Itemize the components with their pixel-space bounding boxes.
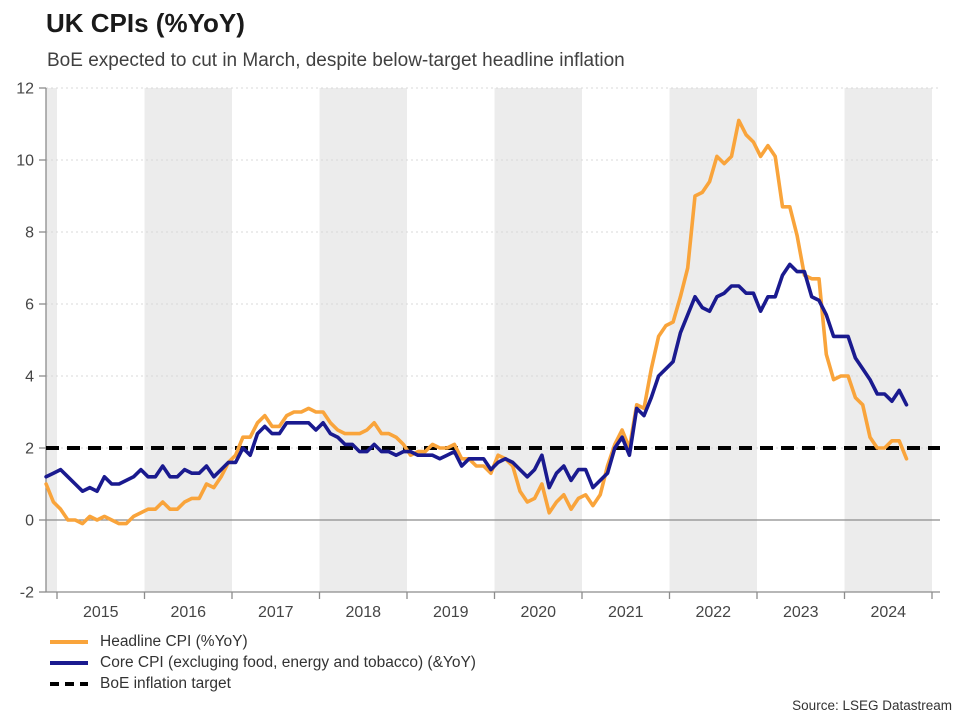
year-band-2020	[494, 88, 582, 592]
y-tick-label-10: 10	[16, 153, 34, 170]
y-tick-label-8: 8	[25, 225, 34, 242]
x-tick-label-2021: 2021	[608, 604, 644, 621]
legend-label-core: Core CPI (excluging food, energy and tob…	[100, 653, 476, 671]
y-tick-label-0: 0	[25, 513, 34, 530]
year-band-2024	[844, 88, 932, 592]
legend-label-headline: Headline CPI (%YoY)	[100, 632, 248, 650]
target-line-swatch-icon	[50, 681, 88, 686]
year-band-2016	[144, 88, 232, 592]
year-band-2014	[46, 88, 57, 592]
source-note: Source: LSEG Datastream	[792, 698, 952, 713]
legend-item-headline: Headline CPI (%YoY)	[50, 631, 476, 652]
y-tick-label-4: 4	[25, 369, 34, 386]
chart-title: UK CPIs (%YoY)	[46, 8, 245, 38]
headline-cpi-line	[44, 118, 909, 526]
x-tick-label-2023: 2023	[783, 604, 819, 621]
legend-item-target: BoE inflation target	[50, 673, 476, 694]
year-band-2018	[319, 88, 407, 592]
legend-label-target: BoE inflation target	[100, 674, 231, 692]
y-tick-label-2: 2	[25, 441, 34, 458]
x-tick-label-2018: 2018	[345, 604, 381, 621]
y-tick-label-6: 6	[25, 297, 34, 314]
y-tick-label-12: 12	[16, 81, 34, 98]
x-tick-label-2020: 2020	[520, 604, 556, 621]
chart-subtitle: BoE expected to cut in March, despite be…	[47, 50, 625, 71]
headline-line-swatch-icon	[50, 639, 88, 644]
x-tick-label-2017: 2017	[258, 604, 294, 621]
y-tick-label--2: -2	[20, 585, 34, 602]
x-tick-label-2016: 2016	[170, 604, 206, 621]
legend: Headline CPI (%YoY) Core CPI (excluging …	[50, 631, 476, 694]
core-cpi-line	[44, 262, 909, 494]
x-tick-label-2019: 2019	[433, 604, 469, 621]
x-tick-label-2015: 2015	[83, 604, 119, 621]
core-line-swatch-icon	[50, 660, 88, 665]
legend-item-core: Core CPI (excluging food, energy and tob…	[50, 652, 476, 673]
x-tick-label-2024: 2024	[870, 604, 906, 621]
x-tick-label-2022: 2022	[695, 604, 731, 621]
